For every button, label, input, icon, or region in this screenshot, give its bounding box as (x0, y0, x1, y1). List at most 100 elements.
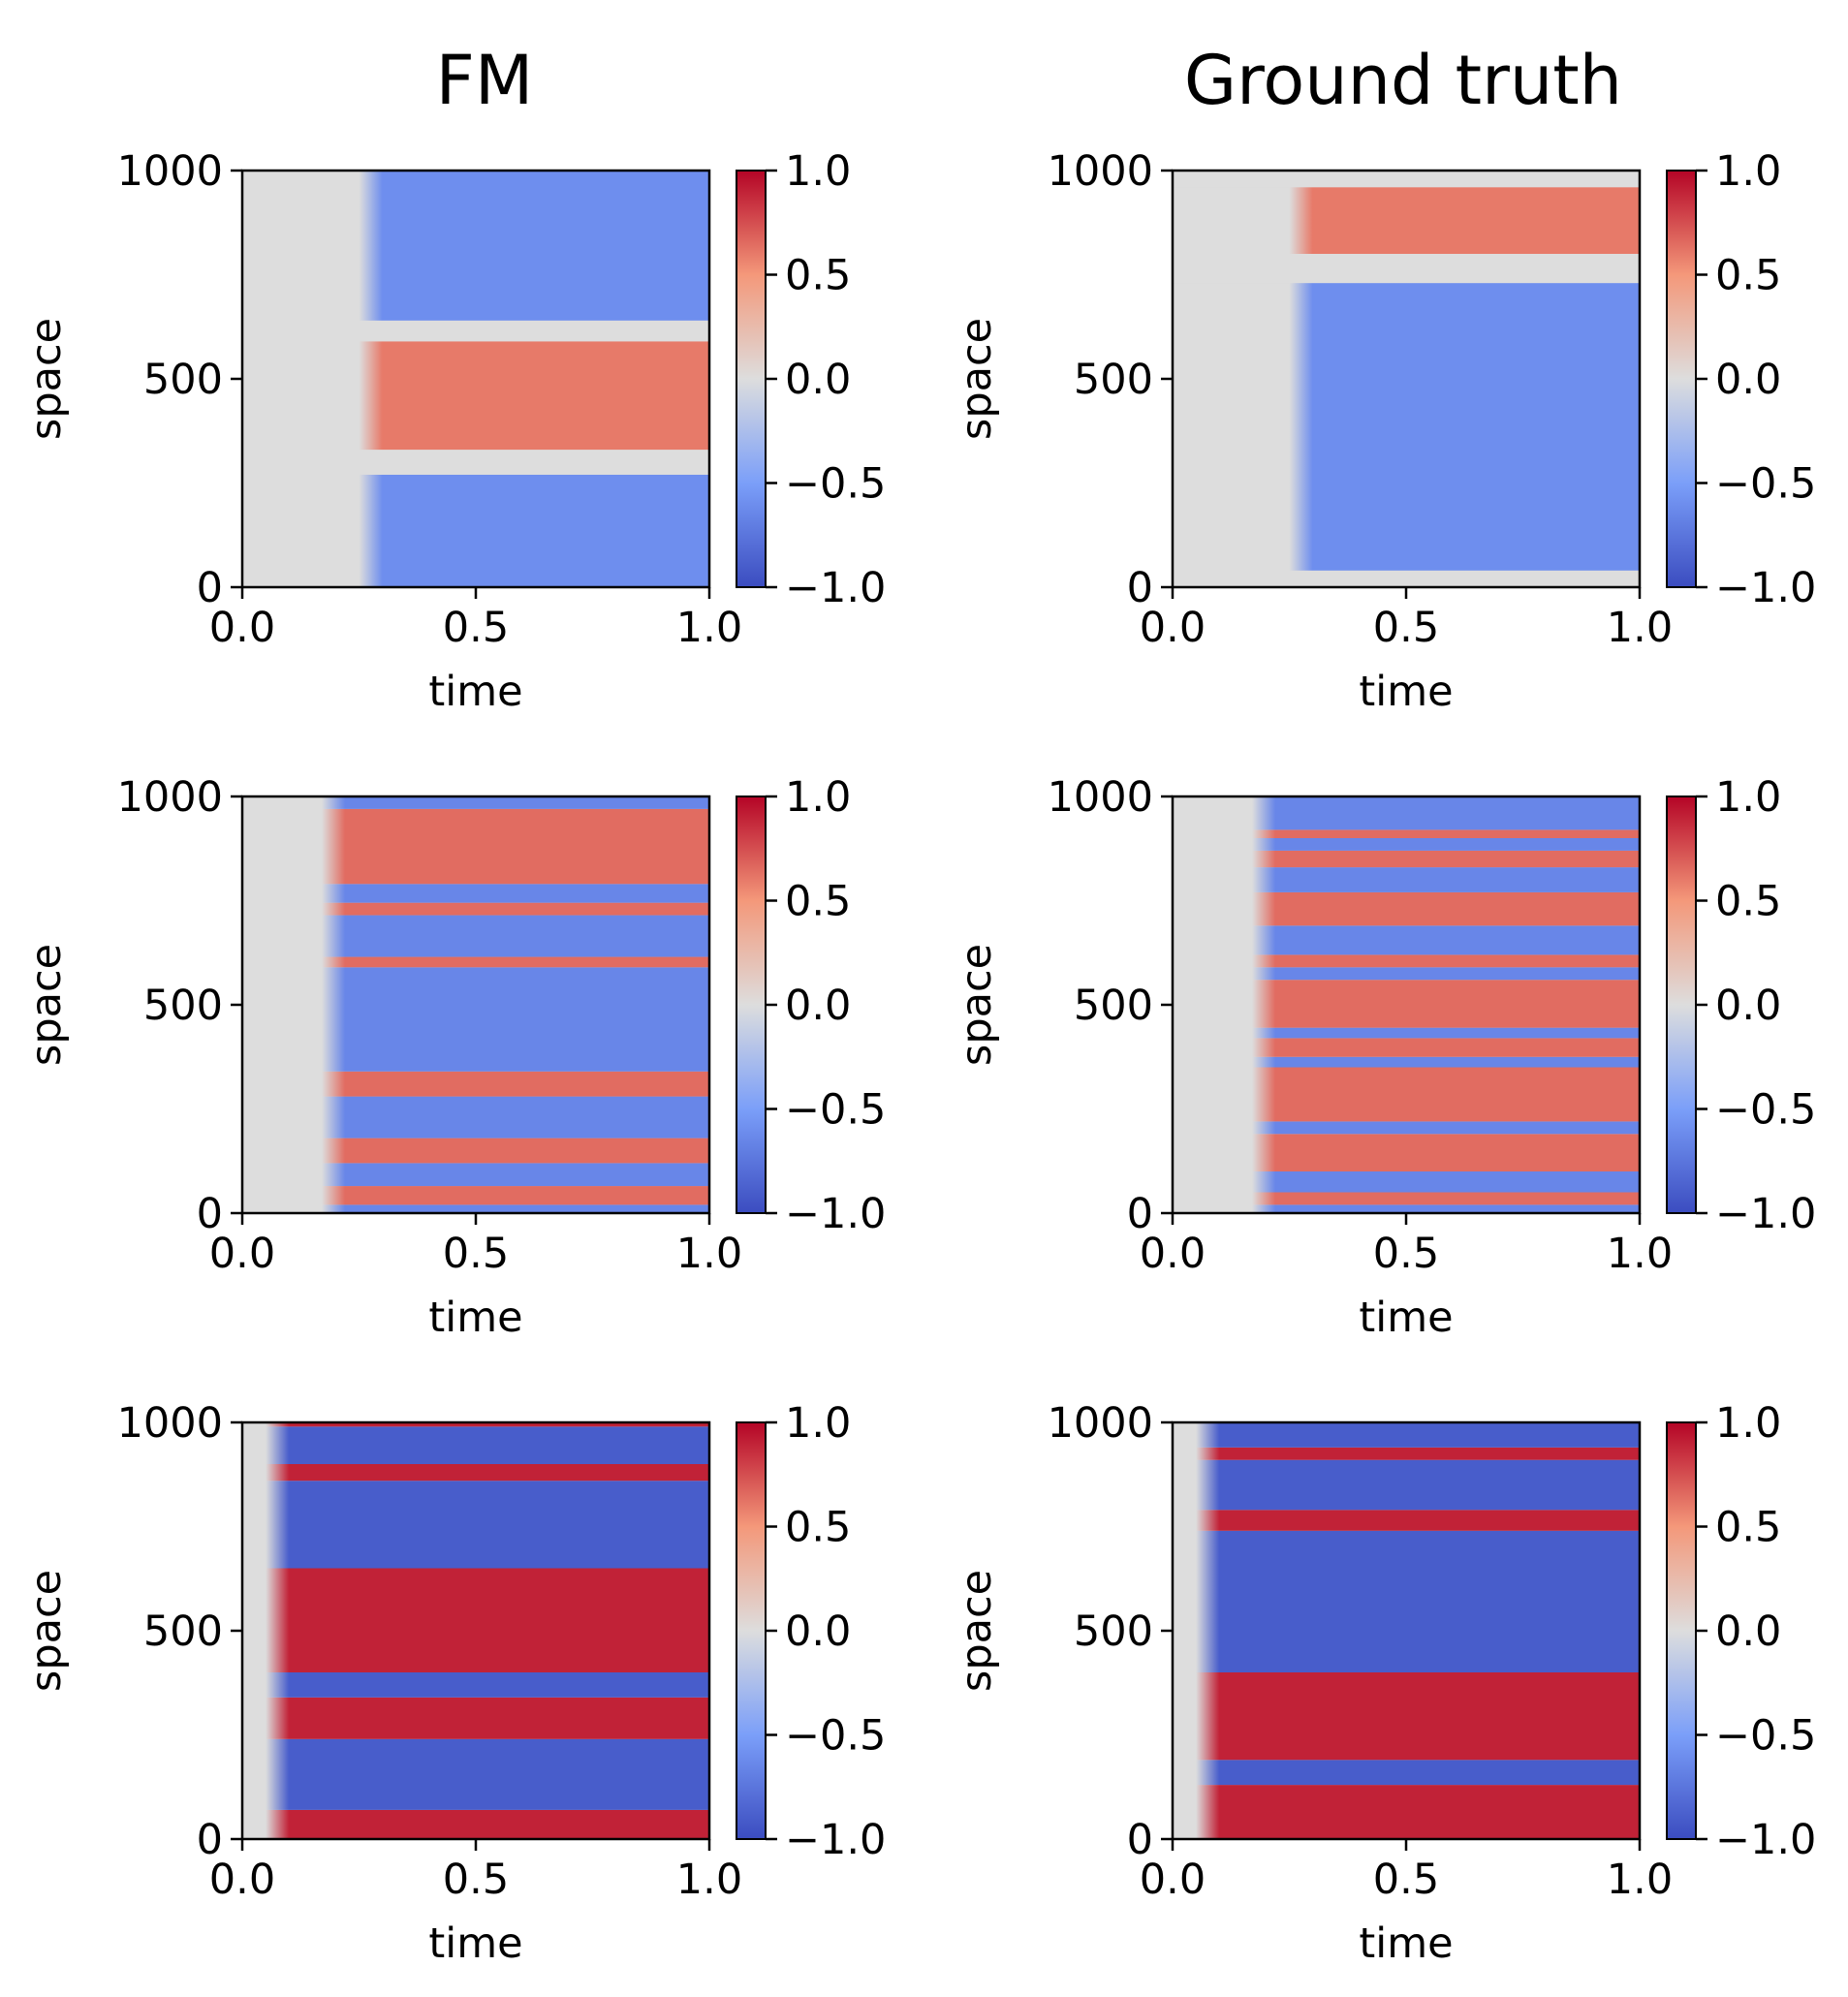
heatmap-band (242, 902, 709, 916)
heatmap-band (1173, 1056, 1640, 1068)
heatmap-band (1173, 1204, 1640, 1213)
heatmap-band (1173, 1447, 1640, 1460)
heatmap-band (242, 796, 709, 809)
heatmap-band (242, 320, 709, 342)
x-axis-label: time (428, 1294, 522, 1342)
x-tick-label: 0.0 (209, 1856, 275, 1904)
heatmap-panel-0-fm: 0.0 0.5 1.0 0 500 1000 time space 1.0 0.5 0.0 −0.5 −… (22, 147, 886, 716)
heatmap-band (242, 450, 709, 475)
colorbar-tick-label: 1.0 (785, 1399, 851, 1448)
heatmap-band (1173, 1121, 1640, 1135)
colorbar-tick-label: −1.0 (1715, 1190, 1816, 1238)
x-tick-label: 1.0 (676, 1856, 742, 1904)
heatmap-band (1173, 867, 1640, 892)
x-tick-label: 1.0 (1607, 1856, 1673, 1904)
colorbar-tick-label: 0.0 (785, 1607, 851, 1656)
colorbar-tick-label: 0.5 (785, 252, 851, 300)
x-tick-label: 0.5 (1373, 1230, 1439, 1278)
heatmap-band (242, 1163, 709, 1187)
heatmap-band (1173, 1459, 1640, 1511)
y-tick-label: 1000 (1048, 773, 1153, 822)
colorbar-tick-label: −0.5 (1715, 1086, 1816, 1135)
colorbar (1666, 796, 1697, 1214)
heatmap-band (242, 1568, 709, 1672)
x-axis-label: time (428, 668, 522, 716)
y-axis-label: space (953, 1570, 1001, 1692)
colorbar-tick-label: −1.0 (785, 1816, 886, 1864)
x-tick-label: 0.5 (1373, 604, 1439, 652)
heatmap-band (242, 1204, 709, 1213)
colorbar-tick-label: 0.0 (1715, 356, 1781, 404)
colorbar (736, 1421, 767, 1840)
heatmap-band (242, 1672, 709, 1698)
heatmap-panel-2-ground-truth: 0.0 0.5 1.0 0 500 1000 time space 1.0 0.5 0.0 −0.5 −… (953, 1399, 1816, 1968)
colorbar (1666, 170, 1697, 588)
y-tick-label: 1000 (117, 147, 223, 196)
y-tick-label: 500 (143, 356, 223, 404)
colorbar-tick-label: −0.5 (785, 460, 886, 509)
x-tick-label: 1.0 (676, 604, 742, 652)
y-tick-label: 0 (197, 1816, 223, 1864)
heatmap-band (1173, 1038, 1640, 1057)
heatmap-band (242, 956, 709, 968)
x-tick-label: 0.0 (1140, 604, 1206, 652)
heatmap-band (1173, 171, 1640, 188)
x-tick-label: 0.0 (209, 1230, 275, 1278)
colorbar-tick-label: 1.0 (1715, 147, 1781, 196)
heatmap-band (1173, 1510, 1640, 1531)
heatmap-band (1173, 283, 1640, 571)
heatmap-band (1173, 1422, 1640, 1448)
heatmap-band (242, 1697, 709, 1739)
y-tick-label: 1000 (1048, 147, 1153, 196)
heatmap-band (1173, 980, 1640, 1028)
colorbar-tick-label: 0.5 (1715, 252, 1781, 300)
y-tick-label: 0 (197, 1190, 223, 1238)
heatmap-band (1173, 1171, 1640, 1193)
heatmap-band (242, 171, 709, 321)
colorbar-tick-label: 1.0 (1715, 1399, 1781, 1448)
colorbar-tick-label: 0.5 (785, 878, 851, 926)
colorbar (736, 796, 767, 1214)
x-tick-label: 0.0 (1140, 1856, 1206, 1904)
heatmap-band (1173, 1672, 1640, 1761)
y-tick-label: 0 (1127, 1190, 1153, 1238)
colorbar-tick-label: −0.5 (785, 1086, 886, 1135)
y-axis-label: space (953, 318, 1001, 440)
heatmap-band (1173, 570, 1640, 587)
heatmap-band (1173, 850, 1640, 868)
x-tick-label: 0.5 (443, 604, 509, 652)
colorbar-tick-label: 0.0 (1715, 982, 1781, 1030)
heatmap-band (242, 1138, 709, 1164)
heatmap-panel-1-fm: 0.0 0.5 1.0 0 500 1000 time space 1.0 0.5 0.0 −0.5 −… (22, 773, 886, 1342)
heatmap-band (1173, 1192, 1640, 1205)
x-tick-label: 0.5 (443, 1856, 509, 1904)
y-axis-label: space (953, 944, 1001, 1066)
heatmap-band (1173, 1027, 1640, 1039)
colorbar (736, 170, 767, 588)
heatmap-band (242, 1422, 709, 1427)
y-axis-label: space (22, 318, 71, 440)
y-tick-label: 1000 (117, 1399, 223, 1448)
heatmap-band (1173, 1785, 1640, 1839)
colorbar-tick-label: −1.0 (1715, 564, 1816, 612)
heatmap-band (1173, 891, 1640, 926)
y-tick-label: 500 (143, 1607, 223, 1656)
colorbar-tick-label: 0.5 (785, 1504, 851, 1552)
x-tick-label: 0.5 (443, 1230, 509, 1278)
heatmap-band (242, 808, 709, 885)
y-tick-label: 500 (1074, 356, 1153, 404)
heatmap-band (1173, 829, 1640, 838)
heatmap-band (242, 884, 709, 903)
x-tick-label: 1.0 (676, 1230, 742, 1278)
x-axis-label: time (428, 1919, 522, 1968)
heatmap-band (242, 1186, 709, 1205)
heatmap-band (1173, 1067, 1640, 1122)
heatmap-panel-2-fm: 0.0 0.5 1.0 0 500 1000 time space 1.0 0.5 0.0 −0.5 −… (22, 1399, 886, 1968)
colorbar-tick-label: 1.0 (785, 773, 851, 822)
x-tick-label: 0.0 (209, 604, 275, 652)
colorbar-tick-label: 0.0 (1715, 1607, 1781, 1656)
x-tick-label: 1.0 (1607, 604, 1673, 652)
colorbar-tick-label: 1.0 (1715, 773, 1781, 822)
colorbar-tick-label: 1.0 (785, 147, 851, 196)
colorbar-tick-label: −1.0 (1715, 1816, 1816, 1864)
